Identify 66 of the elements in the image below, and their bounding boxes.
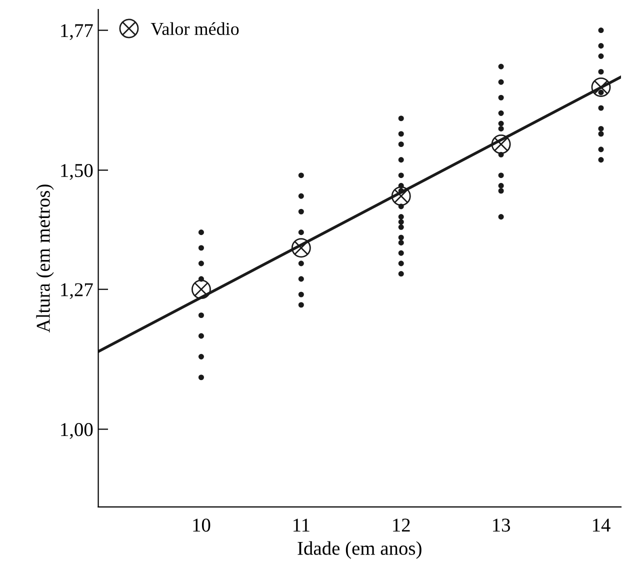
point	[398, 188, 404, 194]
point	[398, 250, 404, 256]
point	[598, 126, 604, 132]
point	[298, 230, 304, 236]
point	[298, 276, 304, 282]
point	[198, 333, 204, 339]
point	[398, 116, 404, 122]
point	[398, 240, 404, 246]
point	[498, 214, 504, 220]
point	[398, 271, 404, 277]
point	[198, 230, 204, 236]
x-axis-title: Idade (em anos)	[298, 541, 422, 559]
point	[398, 224, 404, 230]
point	[598, 68, 604, 75]
point	[598, 157, 604, 163]
point	[498, 94, 504, 100]
x-tick-label: 14	[592, 518, 610, 532]
point	[298, 193, 304, 199]
point	[498, 172, 504, 178]
x-tick-label: 11	[294, 518, 310, 532]
point	[291, 238, 311, 258]
point	[198, 374, 204, 380]
point	[398, 214, 404, 220]
point	[498, 188, 504, 194]
point	[398, 157, 404, 163]
x-tick-label: 12	[393, 518, 410, 532]
point	[192, 280, 211, 300]
x-tick-label: 10	[193, 518, 210, 532]
point	[498, 126, 504, 132]
point	[598, 53, 604, 59]
point	[598, 28, 604, 34]
point	[198, 245, 204, 251]
point	[398, 219, 404, 225]
point	[398, 234, 404, 240]
point	[398, 260, 404, 266]
point	[298, 292, 304, 298]
legend-label: Valor médio	[150, 22, 239, 36]
y-axis-title: Altura (em metros)	[36, 184, 54, 333]
point	[498, 110, 504, 116]
y-tick-label: 1,77	[61, 24, 93, 40]
point	[298, 208, 304, 214]
point	[498, 182, 504, 188]
point	[498, 64, 504, 70]
point	[598, 146, 604, 152]
y-tick-label: 1,50	[61, 164, 93, 180]
y-tick-label: 1,27	[61, 283, 93, 300]
point	[398, 131, 404, 137]
point	[598, 131, 604, 137]
point	[198, 312, 204, 318]
point	[398, 141, 404, 148]
point	[498, 79, 504, 85]
point	[598, 90, 604, 96]
point	[491, 134, 511, 154]
y-tick-label: 1,00	[61, 423, 93, 439]
point	[198, 260, 204, 266]
point	[298, 172, 304, 178]
point	[498, 120, 504, 126]
point	[598, 105, 604, 111]
point	[298, 302, 304, 308]
point	[298, 260, 304, 266]
point	[591, 78, 611, 97]
point	[198, 354, 204, 360]
point	[398, 172, 404, 178]
point	[598, 43, 604, 49]
point	[391, 186, 411, 206]
x-tick-label: 13	[493, 518, 510, 532]
